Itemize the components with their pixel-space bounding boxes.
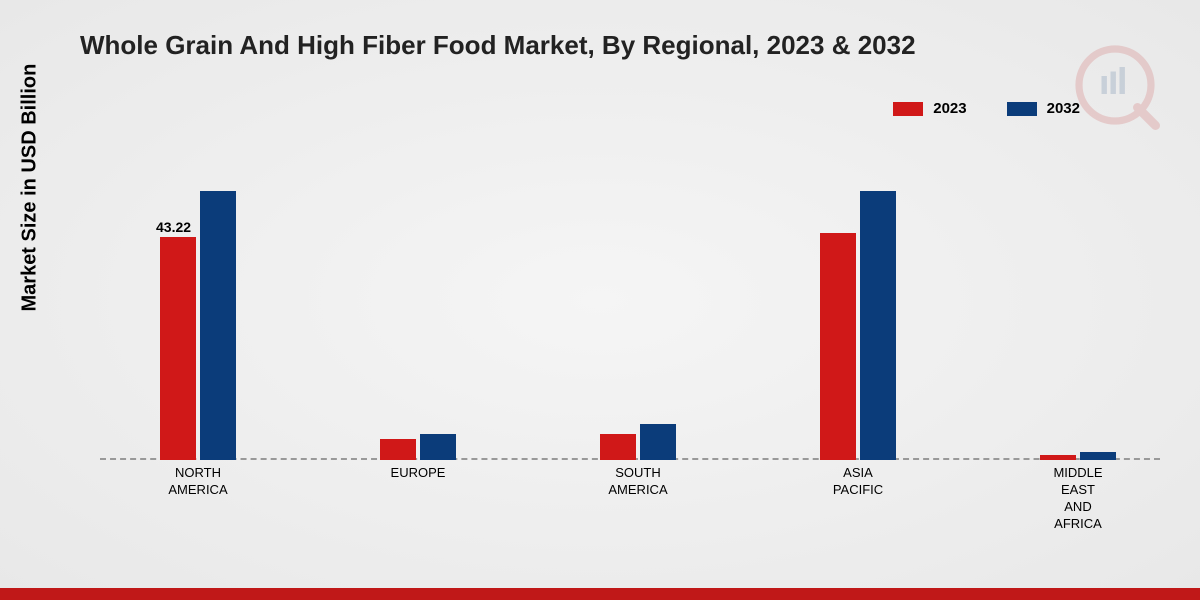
x-tick-label: MIDDLEEASTANDAFRICA (1053, 465, 1102, 533)
bar-group: 43.22 (160, 191, 236, 460)
legend-item-2032: 2032 (1007, 100, 1080, 117)
bar-group (380, 434, 456, 460)
bar-2032 (860, 191, 896, 460)
bar-2032 (420, 434, 456, 460)
chart-title: Whole Grain And High Fiber Food Market, … (80, 30, 916, 61)
bar-group (600, 424, 676, 460)
bar-value-label: 43.22 (156, 219, 191, 235)
bar-group (820, 191, 896, 460)
legend-item-2023: 2023 (893, 100, 966, 117)
bar-2023 (160, 237, 196, 460)
x-tick-label: EUROPE (391, 465, 446, 482)
legend-label-2023: 2023 (933, 100, 966, 117)
legend-label-2032: 2032 (1047, 100, 1080, 117)
bar-2032 (200, 191, 236, 460)
bar-2023 (1040, 455, 1076, 460)
legend-swatch-2032 (1007, 102, 1037, 116)
x-tick-label: NORTHAMERICA (168, 465, 227, 499)
x-tick-label: SOUTHAMERICA (608, 465, 667, 499)
legend-swatch-2023 (893, 102, 923, 116)
bar-2023 (380, 439, 416, 460)
legend: 2023 2032 (893, 100, 1080, 117)
bar-2023 (820, 233, 856, 460)
y-axis-label: Market Size in USD Billion (19, 64, 42, 312)
watermark-logo (1070, 40, 1160, 130)
bar-2032 (1080, 452, 1116, 460)
bar-2023 (600, 434, 636, 460)
x-tick-label: ASIAPACIFIC (833, 465, 883, 499)
footer-bar (0, 588, 1200, 600)
plot-area: 43.22 (100, 150, 1160, 460)
bar-2032 (640, 424, 676, 460)
bar-group (1040, 452, 1116, 460)
